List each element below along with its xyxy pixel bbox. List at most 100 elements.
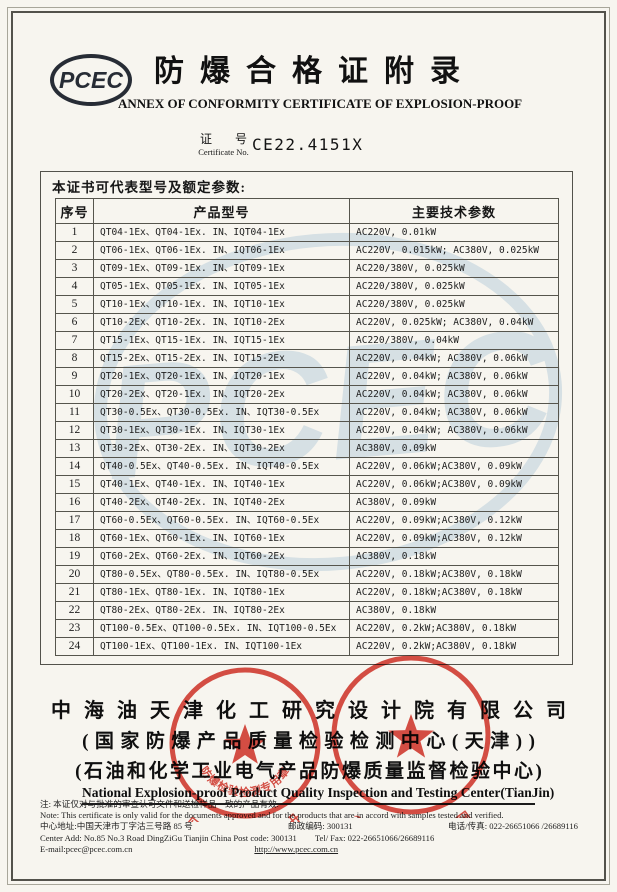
table-row: 13 QT30-2Ex、QT30-2Ex. IN、IQT30-2Ex AC380V,… [55,439,559,458]
table-row: 3 QT09-1Ex、QT09-1Ex. IN、IQT09-1Ex AC220/38… [55,259,559,278]
table-row: 17 QT60-0.5Ex、QT60-0.5Ex. IN、IQT60-0.5Ex A… [55,511,559,530]
row-index: 16 [55,493,94,512]
tech-params: AC220/380V, 0.04kW [349,331,559,350]
product-models: QT100-0.5Ex、QT100-0.5Ex. IN、IQT100-0.5Ex [93,619,350,638]
tech-params: AC220V, 0.01kW [349,223,559,242]
tech-params: AC220V, 0.2kW;AC380V, 0.18kW [349,637,559,656]
models-table: 序号 产品型号 主要技术参数 1 QT04-1Ex、QT04-1Ex. IN、IQ… [55,198,559,656]
tech-params: AC220V, 0.04kW; AC380V, 0.06kW [349,349,559,368]
center-address-cn: 中心地址:中国天津市丁字沽三号路 85 号 [40,821,193,832]
product-models: QT80-0.5Ex、QT80-0.5Ex. IN、IQT80-0.5Ex [93,565,350,584]
table-row: 14 QT40-0.5Ex、QT40-0.5Ex. IN、IQT40-0.5Ex A… [55,457,559,476]
models-section: 本证书可代表型号及额定参数: 序号 产品型号 主要技术参数 1 QT04-1Ex、… [40,171,573,665]
table-row: 20 QT80-0.5Ex、QT80-0.5Ex. IN、IQT80-0.5Ex A… [55,565,559,584]
tech-params: AC220/380V, 0.025kW [349,277,559,296]
title-chinese: 防爆合格证附录 [154,55,476,88]
issuer-center-cn-2: (石油和化学工业电气产品防爆质量监督检验中心) [75,761,545,782]
tech-params: AC220V, 0.06kW;AC380V, 0.09kW [349,475,559,494]
tech-params: AC220V, 0.04kW; AC380V, 0.06kW [349,385,559,404]
certificate-no-label-en: Certificate No. [198,147,249,157]
tech-params: AC380V, 0.09kW [349,439,559,458]
website-link: http://www.pcec.com.cn [254,843,339,854]
product-models: QT09-1Ex、QT09-1Ex. IN、IQT09-1Ex [93,259,350,278]
table-row: 4 QT05-1Ex、QT05-1Ex. IN、IQT05-1Ex AC220/38… [55,277,559,296]
table-row: 12 QT30-1Ex、QT30-1Ex. IN、IQT30-1Ex AC220V,… [55,421,559,440]
tech-params: AC220V, 0.015kW; AC380V, 0.025kW [349,241,559,260]
tech-params: AC220V, 0.18kW;AC380V, 0.18kW [349,565,559,584]
row-index: 6 [55,313,94,332]
row-index: 2 [55,241,94,260]
table-row: 1 QT04-1Ex、QT04-1Ex. IN、IQT04-1Ex AC220V, … [55,223,559,242]
table-caption: 本证书可代表型号及额定参数: [52,180,246,195]
table-row: 2 QT06-1Ex、QT06-1Ex. IN、IQT06-1Ex AC220V, … [55,241,559,260]
note-cn: 注: 本证仅对与批准的审查认可文件和送检样品一致的产品有效. [40,799,279,809]
row-index: 15 [55,475,94,494]
certificate-no-label-cn: 证 号 [200,132,258,146]
product-models: QT04-1Ex、QT04-1Ex. IN、IQT04-1Ex [93,223,350,242]
pcec-logo-text: PCEC [59,66,123,93]
telfax-cn: 电话/传真: 022-26651066 /26689116 [447,821,578,832]
issuer-block: 中海油天津化工研究设计院有限公司 (国家防爆产品质量检验检测中心(天津)) (石… [38,694,579,805]
tech-params: AC380V, 0.18kW [349,601,559,620]
table-row: 23 QT100-0.5Ex、QT100-0.5Ex. IN、IQT100-0.5… [55,619,559,638]
product-models: QT15-2Ex、QT15-2Ex. IN、IQT15-2Ex [93,349,350,368]
tech-params: AC220V, 0.06kW;AC380V, 0.09kW [349,457,559,476]
product-models: QT30-0.5Ex、QT30-0.5Ex. IN、IQT30-0.5Ex [93,403,350,422]
row-index: 3 [55,259,94,278]
tech-params: AC220V, 0.04kW; AC380V, 0.06kW [349,403,559,422]
table-row: 8 QT15-2Ex、QT15-2Ex. IN、IQT15-2Ex AC220V, … [55,349,559,368]
note-en: Note: This certificate is only valid for… [40,810,504,821]
row-index: 20 [55,565,94,584]
table-header-row: 序号 产品型号 主要技术参数 [55,198,559,224]
row-index: 14 [55,457,94,476]
notes-block: 注: 本证仅对与批准的审查认可文件和送检样品一致的产品有效. Note: Thi… [40,799,578,855]
row-index: 17 [55,511,94,530]
postcode-cn: 邮政编码: 300131 [288,821,353,832]
product-models: QT06-1Ex、QT06-1Ex. IN、IQT06-1Ex [93,241,350,260]
issuer-name-cn: 中海油天津化工研究设计院有限公司 [51,700,579,722]
table-row: 22 QT80-2Ex、QT80-2Ex. IN、IQT80-2Ex AC380V,… [55,601,559,620]
title-english: ANNEX OF CONFORMITY CERTIFICATE OF EXPLO… [118,96,523,111]
tech-params: AC380V, 0.09kW [349,493,559,512]
product-models: QT40-2Ex、QT40-2Ex. IN、IQT40-2Ex [93,493,350,512]
tech-params: AC220V, 0.09kW;AC380V, 0.12kW [349,529,559,548]
product-models: QT40-0.5Ex、QT40-0.5Ex. IN、IQT40-0.5Ex [93,457,350,476]
product-models: QT10-2Ex、QT10-2Ex. IN、IQT10-2Ex [93,313,350,332]
row-index: 1 [55,223,94,242]
row-index: 22 [55,601,94,620]
row-index: 8 [55,349,94,368]
product-models: QT60-0.5Ex、QT60-0.5Ex. IN、IQT60-0.5Ex [93,511,350,530]
product-models: QT80-1Ex、QT80-1Ex. IN、IQT80-1Ex [93,583,350,602]
certificate-no-label: 证 号 Certificate No. [190,133,257,157]
table-row: 6 QT10-2Ex、QT10-2Ex. IN、IQT10-2Ex AC220V, … [55,313,559,332]
product-models: QT80-2Ex、QT80-2Ex. IN、IQT80-2Ex [93,601,350,620]
product-models: QT20-1Ex、QT20-1Ex. IN、IQT20-1Ex [93,367,350,386]
row-index: 10 [55,385,94,404]
row-index: 24 [55,637,94,656]
table-row: 16 QT40-2Ex、QT40-2Ex. IN、IQT40-2Ex AC380V,… [55,493,559,512]
col-header-tech-params: 主要技术参数 [349,198,559,224]
pcec-logo: PCEC [50,54,132,106]
tech-params: AC220V, 0.04kW; AC380V, 0.06kW [349,367,559,386]
telfax-en: Tel/ Fax: 022-26651066/26689116 [314,832,435,843]
tech-params: AC220V, 0.18kW;AC380V, 0.18kW [349,583,559,602]
issuer-center-cn-1: (国家防爆产品质量检验检测中心(天津)) [82,731,542,752]
table-body: 1 QT04-1Ex、QT04-1Ex. IN、IQT04-1Ex AC220V, … [55,223,559,656]
row-index: 5 [55,295,94,314]
product-models: QT60-2Ex、QT60-2Ex. IN、IQT60-2Ex [93,547,350,566]
row-index: 7 [55,331,94,350]
row-index: 9 [55,367,94,386]
tech-params: AC220/380V, 0.025kW [349,259,559,278]
row-index: 13 [55,439,94,458]
table-row: 5 QT10-1Ex、QT10-1Ex. IN、IQT10-1Ex AC220/38… [55,295,559,314]
table-row: 18 QT60-1Ex、QT60-1Ex. IN、IQT60-1Ex AC220V,… [55,529,559,548]
tech-params: AC220V, 0.025kW; AC380V, 0.04kW [349,313,559,332]
table-row: 24 QT100-1Ex、QT100-1Ex. IN、IQT100-1Ex AC22… [55,637,559,656]
product-models: QT20-2Ex、QT20-1Ex. IN、IQT20-2Ex [93,385,350,404]
product-models: QT100-1Ex、QT100-1Ex. IN、IQT100-1Ex [93,637,350,656]
product-models: QT05-1Ex、QT05-1Ex. IN、IQT05-1Ex [93,277,350,296]
table-row: 19 QT60-2Ex、QT60-2Ex. IN、IQT60-2Ex AC380V,… [55,547,559,566]
table-row: 15 QT40-1Ex、QT40-1Ex. IN、IQT40-1Ex AC220V,… [55,475,559,494]
row-index: 18 [55,529,94,548]
tech-params: AC220/380V, 0.025kW [349,295,559,314]
